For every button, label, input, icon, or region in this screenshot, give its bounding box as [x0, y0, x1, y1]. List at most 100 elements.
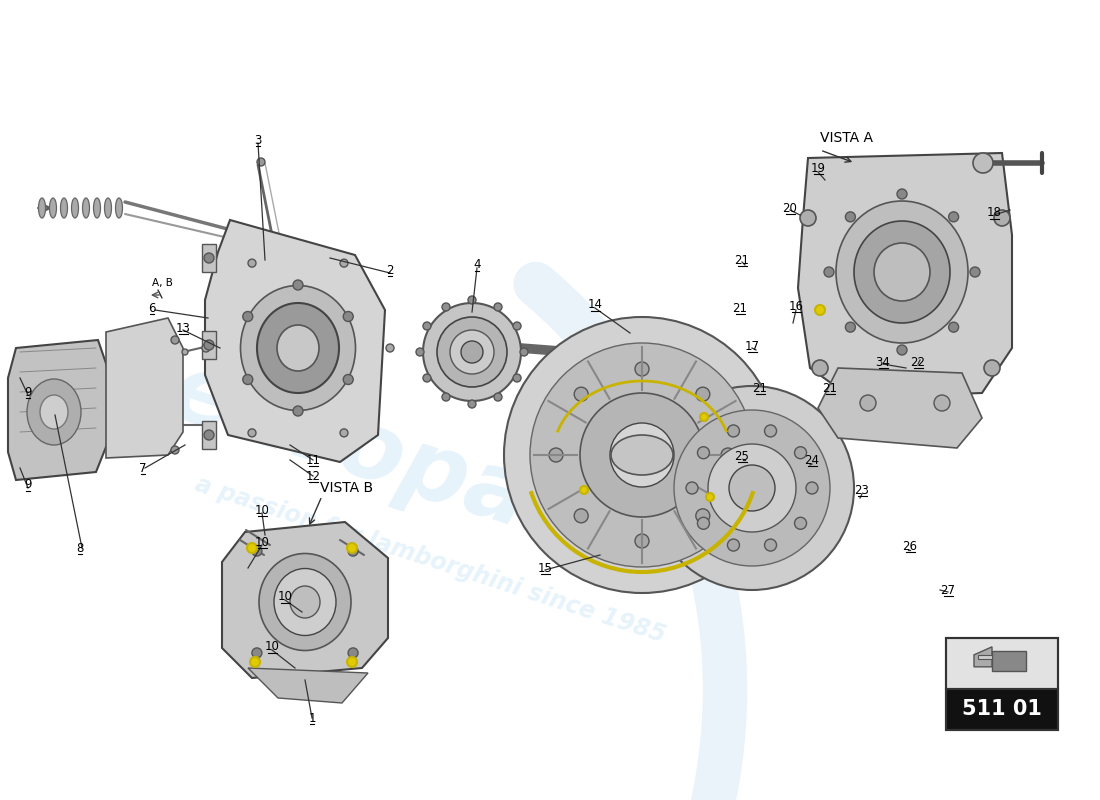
- Circle shape: [494, 303, 502, 311]
- Circle shape: [293, 280, 303, 290]
- FancyBboxPatch shape: [946, 638, 1058, 689]
- Circle shape: [257, 158, 265, 166]
- Circle shape: [794, 446, 806, 458]
- Ellipse shape: [461, 341, 483, 363]
- Ellipse shape: [60, 198, 67, 218]
- Circle shape: [204, 253, 214, 263]
- Circle shape: [343, 311, 353, 322]
- Circle shape: [994, 210, 1010, 226]
- Ellipse shape: [610, 435, 673, 475]
- Circle shape: [252, 546, 262, 556]
- Ellipse shape: [274, 569, 336, 635]
- Circle shape: [846, 322, 856, 332]
- Ellipse shape: [424, 303, 521, 401]
- Circle shape: [824, 267, 834, 277]
- Circle shape: [504, 317, 780, 593]
- Ellipse shape: [836, 201, 968, 343]
- Polygon shape: [222, 522, 388, 678]
- Text: 10: 10: [254, 503, 270, 517]
- Ellipse shape: [874, 243, 929, 301]
- Circle shape: [530, 343, 754, 567]
- Text: 21: 21: [752, 382, 768, 394]
- Circle shape: [727, 539, 739, 551]
- Ellipse shape: [50, 198, 56, 218]
- Text: 511 01: 511 01: [962, 699, 1042, 719]
- Circle shape: [896, 189, 907, 199]
- Polygon shape: [205, 220, 385, 462]
- Circle shape: [720, 448, 735, 462]
- Ellipse shape: [257, 303, 339, 393]
- Circle shape: [248, 259, 256, 267]
- Polygon shape: [992, 651, 1026, 671]
- Text: 27: 27: [940, 583, 956, 597]
- Ellipse shape: [72, 198, 78, 218]
- Circle shape: [442, 303, 450, 311]
- Text: 21: 21: [735, 254, 749, 266]
- Text: 9: 9: [24, 386, 32, 398]
- Ellipse shape: [258, 554, 351, 650]
- Text: 13: 13: [176, 322, 190, 334]
- Circle shape: [549, 448, 563, 462]
- Circle shape: [794, 518, 806, 530]
- Circle shape: [697, 518, 710, 530]
- Text: 8: 8: [76, 542, 84, 554]
- Text: 25: 25: [735, 450, 749, 462]
- Circle shape: [970, 267, 980, 277]
- Circle shape: [346, 657, 358, 667]
- Circle shape: [815, 305, 825, 315]
- FancyBboxPatch shape: [946, 689, 1058, 730]
- Circle shape: [513, 374, 521, 382]
- Text: 1: 1: [308, 711, 316, 725]
- Circle shape: [494, 393, 502, 401]
- Text: 16: 16: [789, 299, 803, 313]
- Circle shape: [650, 386, 854, 590]
- Text: a passion for lamborghini since 1985: a passion for lamborghini since 1985: [191, 472, 669, 648]
- Circle shape: [686, 482, 698, 494]
- Text: 2: 2: [386, 263, 394, 277]
- Circle shape: [248, 543, 257, 553]
- Text: 3: 3: [254, 134, 262, 146]
- Polygon shape: [202, 421, 216, 449]
- Circle shape: [800, 210, 816, 226]
- Text: 11: 11: [306, 454, 320, 466]
- Circle shape: [812, 360, 828, 376]
- Circle shape: [984, 360, 1000, 376]
- Circle shape: [204, 430, 214, 440]
- Ellipse shape: [290, 586, 320, 618]
- Text: 20: 20: [782, 202, 797, 214]
- Polygon shape: [818, 368, 982, 448]
- Circle shape: [806, 482, 818, 494]
- Circle shape: [204, 340, 214, 350]
- Polygon shape: [974, 647, 992, 667]
- Circle shape: [948, 212, 958, 222]
- Text: 9: 9: [24, 478, 32, 491]
- Circle shape: [610, 423, 674, 487]
- Text: 21: 21: [823, 382, 837, 394]
- Circle shape: [343, 374, 353, 385]
- Circle shape: [574, 387, 589, 401]
- Text: VISTA B: VISTA B: [320, 481, 373, 495]
- Polygon shape: [202, 331, 216, 359]
- Polygon shape: [978, 655, 992, 659]
- Polygon shape: [798, 153, 1012, 398]
- Circle shape: [948, 322, 958, 332]
- Circle shape: [250, 657, 260, 667]
- Circle shape: [170, 446, 179, 454]
- Circle shape: [697, 446, 710, 458]
- Circle shape: [729, 465, 776, 511]
- Circle shape: [386, 344, 394, 352]
- Text: 10: 10: [265, 641, 279, 654]
- Ellipse shape: [104, 198, 111, 218]
- Text: 21: 21: [733, 302, 748, 314]
- Ellipse shape: [40, 395, 68, 429]
- Text: 15: 15: [538, 562, 552, 574]
- Ellipse shape: [277, 325, 319, 371]
- Circle shape: [442, 393, 450, 401]
- Circle shape: [340, 429, 348, 437]
- Circle shape: [182, 349, 188, 355]
- Circle shape: [934, 395, 950, 411]
- Circle shape: [424, 374, 431, 382]
- Circle shape: [468, 296, 476, 304]
- Circle shape: [696, 387, 710, 401]
- Circle shape: [696, 509, 710, 523]
